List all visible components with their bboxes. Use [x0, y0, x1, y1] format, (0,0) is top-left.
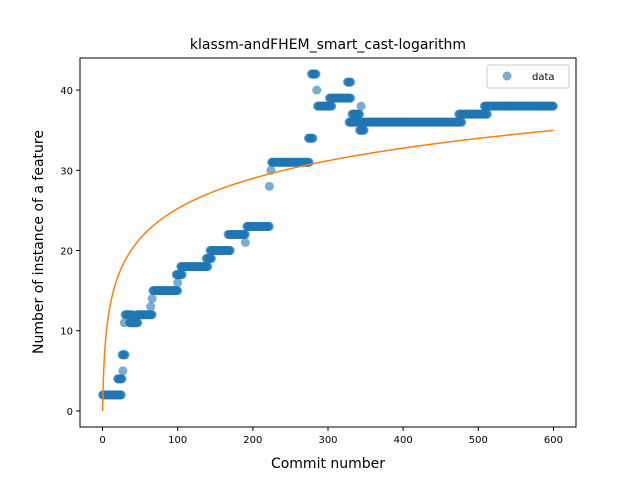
x-tick-label: 200 — [243, 435, 262, 446]
y-axis-label: Number of instance of a feature — [31, 130, 47, 354]
data-point — [355, 109, 365, 119]
data-point — [359, 125, 369, 135]
data-point — [346, 77, 356, 87]
x-tick-label: 0 — [99, 435, 105, 446]
x-tick-label: 600 — [544, 435, 563, 446]
data-point — [116, 390, 126, 400]
legend-box — [486, 64, 570, 89]
x-axis-ticks: 0 100 200 300 400 500 600 — [99, 427, 563, 446]
data-point — [264, 221, 274, 231]
y-tick-label: 20 — [60, 247, 73, 258]
logarithm-fit-line — [101, 129, 554, 411]
data-point — [118, 366, 128, 376]
data-point — [327, 101, 337, 111]
chart-title: klassm-andFHEM_smart_cast-logarithm — [190, 37, 466, 53]
chart-marks — [98, 69, 558, 400]
y-tick-label: 0 — [67, 407, 73, 418]
legend-marker — [502, 71, 512, 81]
fit-line-group — [101, 129, 554, 411]
data-point — [240, 229, 250, 239]
x-tick-label: 500 — [469, 435, 488, 446]
x-tick-label: 100 — [168, 435, 187, 446]
y-tick-label: 30 — [60, 166, 73, 177]
data-point — [117, 374, 127, 384]
data-point — [482, 109, 492, 119]
data-point — [173, 286, 183, 296]
data-point — [133, 318, 143, 328]
x-tick-label: 400 — [394, 435, 413, 446]
x-axis-label: Commit number — [271, 456, 385, 472]
data-point — [173, 278, 183, 288]
data-point — [356, 101, 366, 111]
data-point — [548, 101, 558, 111]
data-point — [177, 270, 187, 280]
y-axis-ticks: 0 10 20 30 40 — [60, 86, 80, 418]
data-point — [207, 254, 217, 264]
y-tick-label: 10 — [60, 327, 73, 338]
data-point — [147, 294, 157, 304]
x-tick-label: 300 — [318, 435, 337, 446]
data-point — [146, 302, 156, 312]
legend: data — [486, 64, 570, 89]
data-point — [147, 310, 157, 320]
data-point — [308, 133, 318, 143]
data-point — [120, 350, 130, 360]
data-point — [346, 93, 356, 103]
data-point — [457, 117, 467, 127]
data-point — [203, 262, 213, 272]
data-point — [225, 246, 235, 256]
data-point — [264, 181, 274, 191]
data-point — [311, 69, 321, 79]
data-point — [312, 85, 322, 95]
legend-label-data: data — [532, 72, 555, 83]
y-tick-label: 40 — [60, 86, 73, 97]
data-point — [240, 238, 250, 247]
